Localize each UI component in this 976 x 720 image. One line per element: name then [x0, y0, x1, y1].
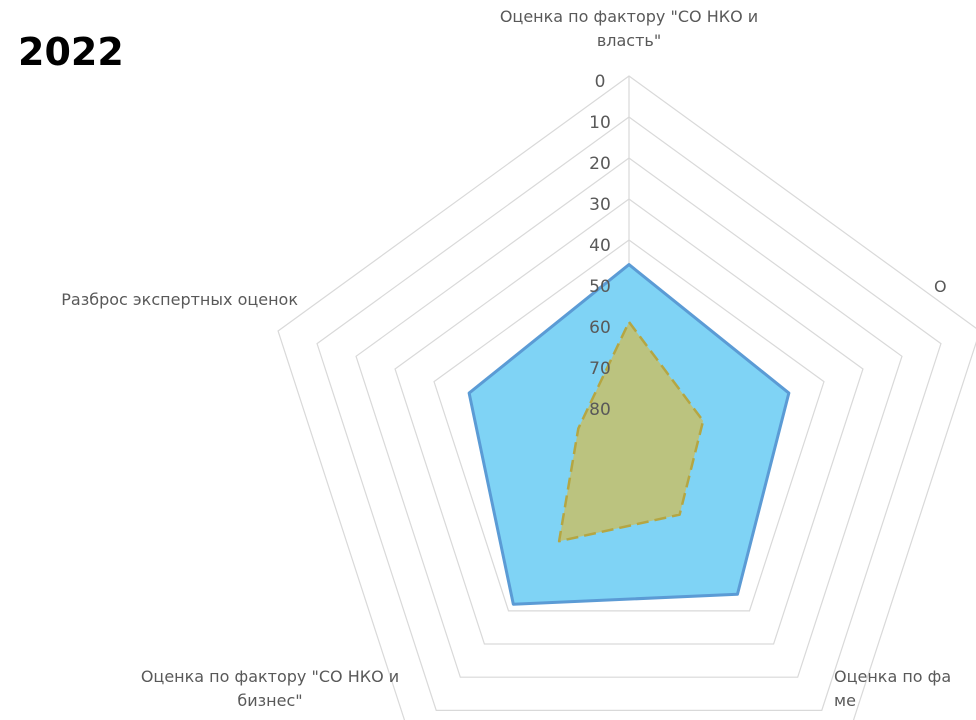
tick-label-0: 0	[595, 72, 606, 92]
grid-ring-10	[316, 116, 942, 711]
axis-label-5-line-1: Разброс экспертных оценок	[61, 290, 298, 309]
axis-label-1-line-2: власть"	[597, 31, 661, 50]
grid-ring-20	[355, 157, 903, 678]
axis-label-4-line-1: Оценка по фактору "СО НКО и	[141, 667, 399, 686]
tick-label-60: 60	[589, 318, 611, 338]
tick-label-70: 70	[589, 359, 611, 379]
radar-axis-labels: Оценка по фактору "СО НКО и власть" О Оценк…	[61, 7, 951, 710]
radar-tick-labels: 0 10 20 30 40 50 60 70 80	[589, 72, 611, 420]
series-2-area	[557, 320, 705, 543]
tick-label-50: 50	[589, 277, 611, 297]
axis-label-3: Оценка по фа ме	[834, 667, 951, 710]
radar-series	[467, 263, 791, 606]
axis-label-3-line-1: Оценка по фа	[834, 667, 951, 686]
grid-ring-40	[433, 239, 825, 612]
axis-label-4-line-2: бизнес"	[237, 691, 302, 710]
axis-label-3-line-2: ме	[834, 691, 856, 710]
grid-ring-0	[277, 75, 976, 720]
axis-label-1: Оценка по фактору "СО НКО и власть"	[500, 7, 758, 50]
axis-label-1-line-1: Оценка по фактору "СО НКО и	[500, 7, 758, 26]
tick-label-10: 10	[589, 113, 611, 133]
axis-label-2: О	[934, 277, 947, 296]
axis-label-2-line-1: О	[934, 277, 947, 296]
axis-label-4: Оценка по фактору "СО НКО и бизнес"	[141, 667, 399, 710]
grid-ring-30	[394, 198, 864, 645]
tick-label-40: 40	[589, 236, 611, 256]
axis-label-5: Разброс экспертных оценок	[61, 290, 298, 309]
chart-year-title: 2022	[18, 30, 124, 74]
tick-label-20: 20	[589, 154, 611, 174]
tick-label-80: 80	[589, 400, 611, 420]
tick-label-30: 30	[589, 195, 611, 215]
